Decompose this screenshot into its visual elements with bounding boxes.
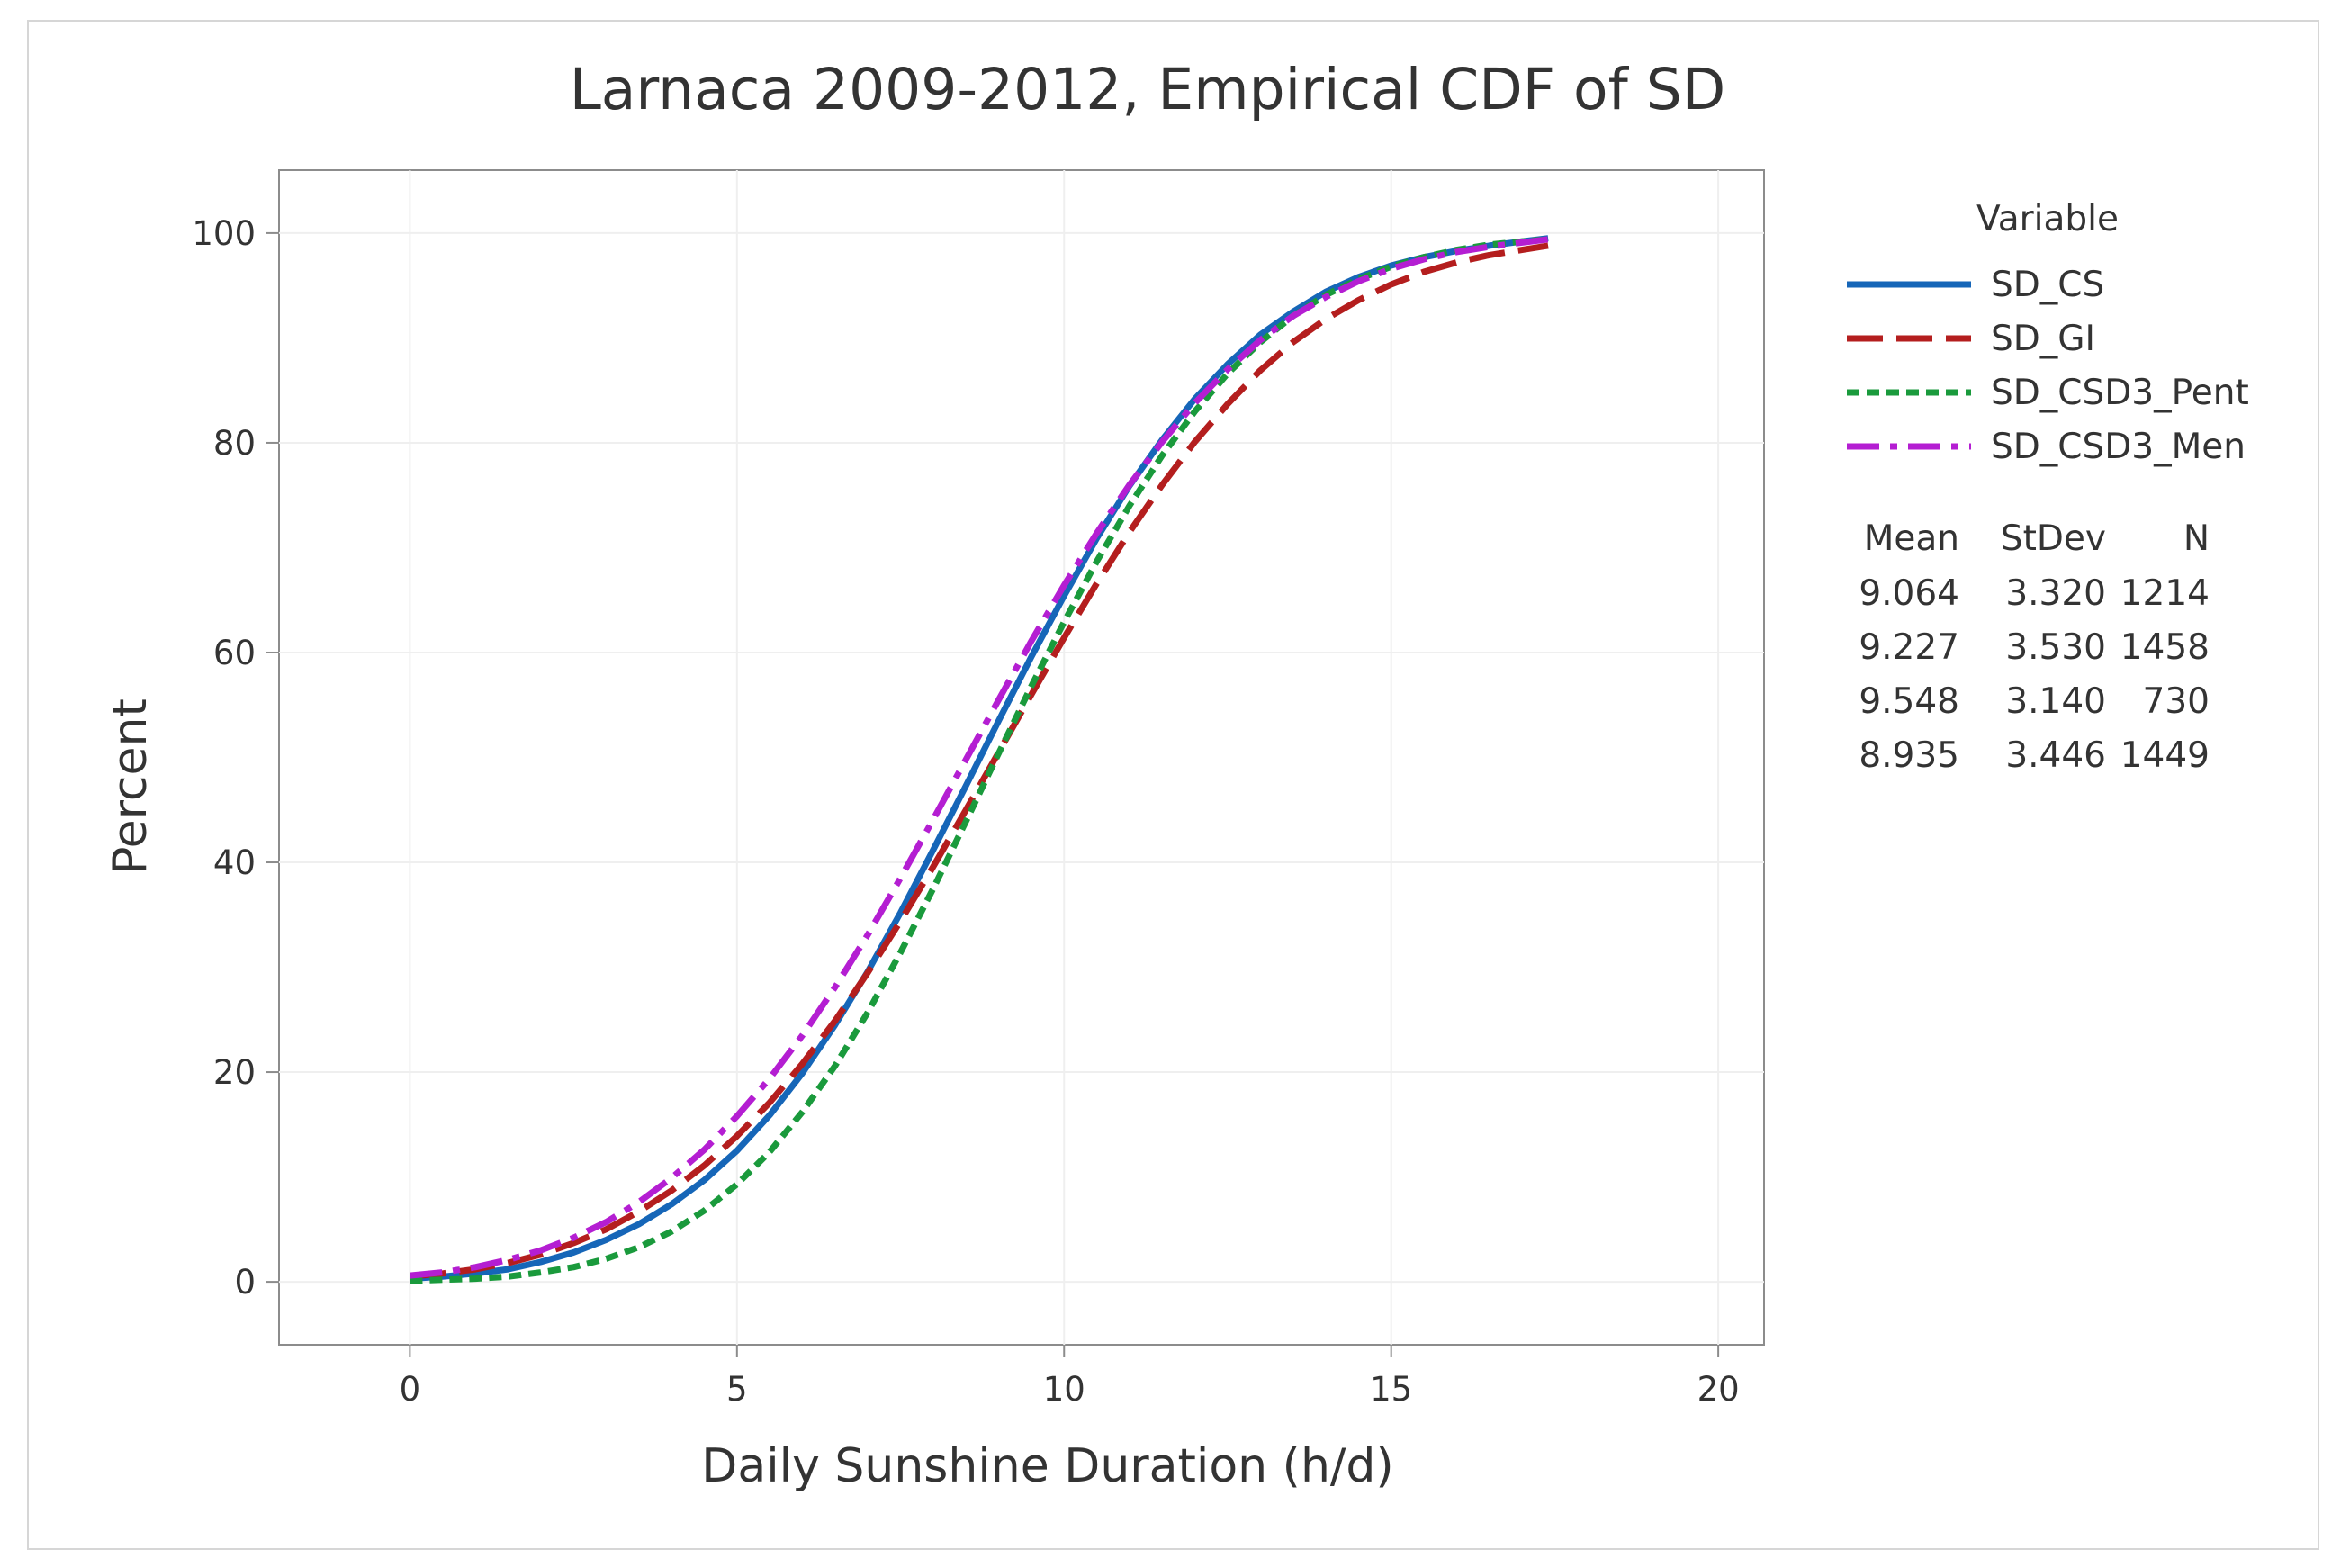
plot-border [278,169,1765,1346]
figure-frame: Larnaca 2009-2012, Empirical CDF of SD 0… [27,20,2319,1550]
stats-cell: 1458 [2120,627,2210,668]
y-axis-title: Percent [104,698,158,875]
y-tick-label: 60 [213,634,256,672]
y-tick-label: 100 [192,214,256,253]
stats-cell: 9.548 [1859,681,1959,722]
x-tick-label: 5 [726,1370,748,1409]
stats-cell: 3.446 [2005,735,2106,776]
stats-header: StDev [2001,518,2106,559]
x-axis-title: Daily Sunshine Duration (h/d) [701,1439,1393,1493]
stats-cell: 3.530 [2005,627,2106,668]
stats-header: Mean [1864,518,1959,559]
x-tick-label: 0 [400,1370,421,1409]
stats-cell: 9.064 [1859,573,1959,614]
stats-header: N [2183,518,2210,559]
legend: Variable SD_CS SD_GI SD_CSD3_Pent SD_CSD3_M… [1847,199,2249,467]
y-tick-label: 20 [213,1053,256,1092]
legend-label: SD_GI [1991,319,2095,359]
stats-cell: 730 [2143,681,2210,722]
y-tick-label: 40 [213,843,256,882]
x-tick-label: 20 [1697,1370,1740,1409]
cdf-chart: Larnaca 2009-2012, Empirical CDF of SD 0… [104,57,2249,1493]
stats-cell: 3.320 [2005,573,2106,614]
legend-items: SD_CS SD_GI SD_CSD3_Pent SD_CSD3_Men [1847,265,2249,467]
stats-cell: 3.140 [2005,681,2106,722]
series-line-sd-gi [410,242,1549,1280]
x-tick-label: 15 [1370,1370,1412,1409]
legend-label: SD_CS [1991,265,2104,305]
plot-area: 0 5 10 15 20 0 20 40 60 80 100 [192,169,1765,1409]
series-line-sd-csd3-men [410,236,1549,1279]
stats-table: Mean StDev N 9.064 3.320 1214 9.227 3.530 1458 9.… [1859,518,2210,776]
legend-label: SD_CSD3_Pent [1991,373,2249,413]
axes: 0 5 10 15 20 0 20 40 60 80 100 [192,214,1739,1409]
y-tick-label: 0 [234,1263,256,1302]
stats-cell: 8.935 [1859,735,1959,776]
stats-cell: 9.227 [1859,627,1959,668]
stats-cell: 1214 [2120,573,2210,614]
x-tick-label: 10 [1043,1370,1085,1409]
y-tick-label: 80 [213,424,256,463]
legend-label: SD_CSD3_Men [1991,427,2246,467]
stats-cell: 1449 [2120,735,2210,776]
series-lines [410,235,1549,1284]
legend-title: Variable [1976,199,2119,239]
chart-title: Larnaca 2009-2012, Empirical CDF of SD [570,57,1726,122]
